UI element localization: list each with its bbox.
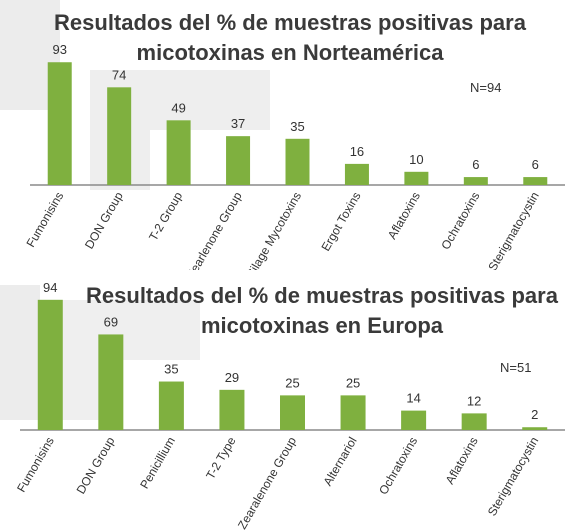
x-tick-label: Ochratoxins — [438, 190, 482, 252]
data-label: 35 — [290, 119, 304, 134]
data-label: 35 — [164, 362, 178, 377]
bar-penicillium — [158, 381, 184, 430]
chart-europe: Resultados del % de muestras positivas p… — [14, 280, 565, 530]
bar-zearalenone-group — [280, 395, 305, 430]
bar-t-2-group — [166, 120, 191, 185]
data-label: 25 — [285, 375, 299, 390]
data-label: 93 — [52, 42, 66, 57]
chart-north-america: Resultados del % de muestras positivas p… — [24, 10, 565, 271]
data-label: 14 — [406, 391, 420, 406]
x-tick-label: Aflatoxins — [385, 190, 423, 242]
x-tick-label: Fumonisins — [14, 435, 57, 495]
data-label: 6 — [472, 157, 479, 172]
data-label: 49 — [171, 100, 185, 115]
data-label: 16 — [350, 144, 364, 159]
bar-sterigmatocystin — [522, 427, 548, 430]
x-tick-label: Sterigmatocystin — [485, 190, 541, 271]
bar-ochratoxins — [463, 177, 488, 185]
chart-title-line-1: Resultados del % de muestras positivas p… — [54, 10, 527, 35]
x-tick-label: Ochratoxins — [376, 435, 420, 497]
x-tick-label: T-2 Type — [203, 434, 239, 482]
bar-t-2-type — [219, 389, 245, 430]
chart-title-line-2: micotoxinas en Norteamérica — [137, 40, 445, 65]
x-tick-label: DON Group — [74, 434, 118, 496]
x-tick-label: Silage Mycotoxins — [244, 190, 304, 271]
bar-sterigmatocystin — [523, 177, 548, 185]
bar-aflatoxins — [461, 413, 487, 430]
bar-don-group — [98, 334, 124, 430]
data-label: 10 — [409, 152, 423, 167]
bar-aflatoxins — [404, 171, 429, 185]
x-tick-label: Zearlenone Group — [184, 189, 245, 270]
data-label: 29 — [225, 370, 239, 385]
bar-fumonisins — [37, 299, 63, 430]
data-label: 2 — [531, 407, 538, 422]
chart-title-line-1: Resultados del % de muestras positivas p… — [86, 283, 559, 308]
sample-size-label: N=94 — [470, 80, 501, 95]
x-tick-label: T-2 Group — [146, 189, 185, 243]
data-label: 94 — [43, 280, 57, 295]
bar-ergot-toxins — [344, 163, 369, 185]
x-tick-label: Sterigmatocystin — [485, 435, 541, 519]
bar-fumonisins — [47, 62, 72, 185]
data-label: 12 — [467, 393, 481, 408]
data-label: 6 — [532, 157, 539, 172]
data-label: 25 — [346, 375, 360, 390]
data-label: 74 — [112, 67, 126, 82]
bar-silage-mycotoxins — [285, 138, 310, 185]
x-tick-label: Aflatoxins — [443, 434, 481, 486]
x-tick-label: Fumonisins — [24, 190, 67, 250]
x-tick-label: Alternariol — [321, 435, 360, 489]
chart-title-line-2: micotoxinas en Europa — [201, 313, 444, 338]
data-label: 69 — [104, 314, 118, 329]
sample-size-label: N=51 — [500, 360, 531, 375]
x-tick-label: Ergot Toxins — [319, 190, 364, 254]
bar-ochratoxins — [401, 410, 427, 430]
x-tick-label: Penicillium — [137, 435, 178, 492]
x-tick-label: DON Group — [82, 189, 126, 251]
x-tick-label: Zearalenone Group — [235, 434, 299, 530]
bar-zearlenone-group — [226, 136, 251, 185]
bar-don-group — [107, 87, 132, 185]
data-label: 37 — [231, 116, 245, 131]
bar-alternariol — [340, 395, 366, 430]
